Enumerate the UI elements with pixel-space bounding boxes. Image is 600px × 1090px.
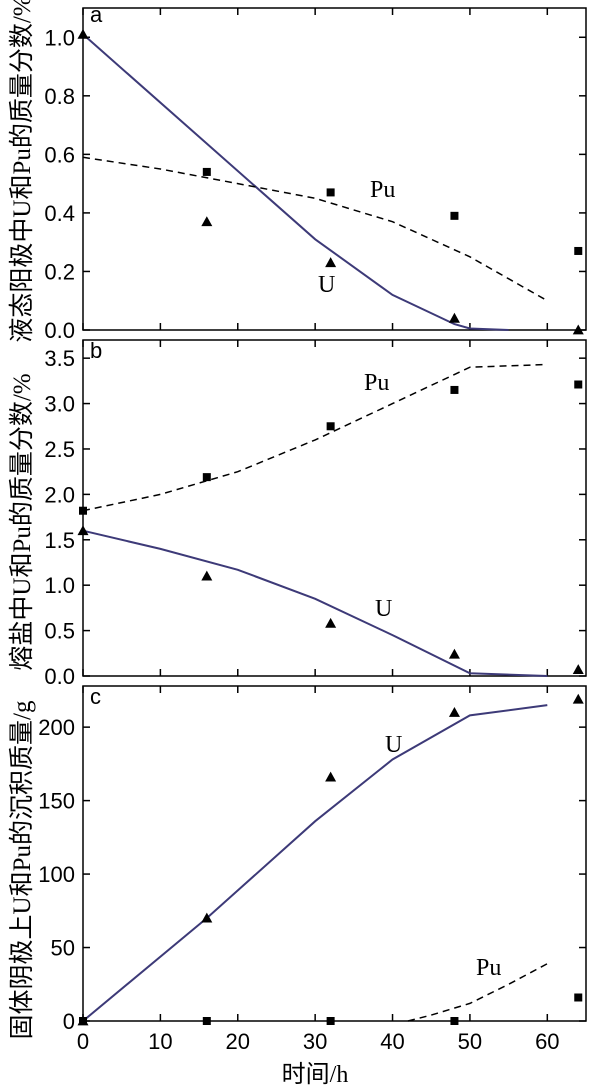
u-triangle-marker	[572, 664, 584, 675]
panel-c-ticks: 0 50 100 150 200 0 10 20 30 40 50 60	[38, 686, 586, 1054]
y-tick-label: 0.8	[44, 84, 75, 109]
u-triangle-marker	[201, 570, 213, 581]
u-triangle-marker	[325, 617, 337, 628]
y-tick-label: 0.6	[44, 142, 75, 167]
u-triangle-marker	[325, 771, 337, 782]
pu-square-marker	[450, 385, 459, 394]
panel-a-frame	[82, 7, 587, 331]
u-triangle-marker	[201, 216, 213, 227]
panel-a-lines	[82, 33, 548, 331]
y-tick-label: 0.0	[44, 664, 75, 689]
u-triangle-marker	[77, 28, 89, 39]
panel-b-pu-label: Pu	[364, 370, 389, 396]
pu-curve	[407, 963, 548, 1022]
u-triangle-marker	[325, 257, 337, 268]
u-triangle-marker	[572, 693, 584, 704]
y-tick-label: 0.4	[44, 201, 75, 226]
u-triangle-marker	[448, 312, 460, 323]
panel-a-ticks: 0.0 0.2 0.4 0.6 0.8 1.0	[44, 8, 586, 343]
panel-b-markers	[77, 380, 584, 675]
x-tick-label: 30	[303, 1029, 327, 1054]
x-tick-label: 50	[458, 1029, 482, 1054]
y-tick-label: 3.5	[44, 346, 75, 371]
x-tick-label: 40	[380, 1029, 404, 1054]
pu-square-marker	[574, 993, 583, 1002]
panel-b-ticks: 0.0 0.5 1.0 1.5 2.0 2.5 3.0 3.5	[44, 340, 586, 689]
panel-c-pu-label: Pu	[476, 955, 501, 981]
panel-b: b 熔盐中U和Pu的质量分数/% 0.0 0.5 1.0 1.5 2.0 2.5 3.0 3.…	[8, 338, 587, 689]
panel-a-ylabel: 液态阳极中U和Pu的质量分数/%	[8, 0, 36, 343]
pu-square-marker	[202, 1017, 211, 1025]
y-tick-label: 150	[38, 789, 75, 814]
panel-a: a 液态阳极中U和Pu的质量分数/% 0.00.20.40.60.81.0 U …	[8, 0, 587, 343]
u-curve	[82, 529, 548, 677]
panel-b-lines	[82, 363, 548, 677]
y-tick-label: 1.0	[44, 25, 75, 50]
y-tick-label: 2.5	[44, 437, 75, 462]
pu-square-marker	[326, 1017, 335, 1025]
panel-b-u-label: U	[375, 596, 392, 622]
y-tick-label: 100	[38, 862, 75, 887]
pu-curve	[82, 363, 548, 512]
y-tick-label: 2.0	[44, 482, 75, 507]
pu-square-marker	[574, 246, 583, 255]
x-tick-label: 60	[535, 1029, 559, 1054]
pu-square-marker	[79, 1017, 87, 1025]
panel-b-ylabel: 熔盐中U和Pu的质量分数/%	[8, 373, 36, 670]
y-tick-label: 50	[51, 936, 75, 961]
u-triangle-marker	[448, 648, 460, 659]
panel-c-frame	[82, 685, 587, 1022]
y-tick-label: 0.2	[44, 259, 75, 284]
pu-square-marker	[202, 167, 211, 176]
panel-c-markers	[77, 693, 584, 1026]
panel-c-letter: c	[90, 684, 101, 709]
panel-a-pu-label: Pu	[370, 177, 395, 203]
y-tick-label: 1.0	[44, 573, 75, 598]
panel-a-letter: a	[90, 2, 103, 27]
x-axis-title: 时间/h	[282, 1061, 349, 1088]
pu-curve	[82, 156, 548, 302]
panel-a-u-label: U	[318, 272, 335, 298]
y-tick-label: 0	[63, 1009, 75, 1034]
y-tick-label: 0.5	[44, 619, 75, 644]
y-tick-label: 200	[38, 715, 75, 740]
pu-square-marker	[450, 1017, 459, 1025]
u-curve	[82, 704, 548, 1022]
panel-c: c 固体阴极上U和Pu的沉积质量/g 0 50 100 150 200 0 10 20 30 40…	[8, 684, 587, 1088]
u-triangle-marker	[448, 706, 460, 717]
panel-b-letter: b	[90, 338, 102, 363]
panel-c-ylabel: 固体阴极上U和Pu的沉积质量/g	[8, 700, 36, 1039]
pu-square-marker	[574, 380, 583, 389]
y-tick-label: 3.0	[44, 392, 75, 417]
y-tick-label: 0.0	[44, 318, 75, 343]
panel-c-u-label: U	[385, 732, 402, 758]
u-triangle-marker	[201, 912, 213, 923]
x-tick-label: 0	[77, 1029, 89, 1054]
pu-square-marker	[202, 473, 211, 482]
x-tick-label: 10	[148, 1029, 172, 1054]
pu-square-marker	[326, 422, 335, 431]
u-triangle-marker	[572, 324, 584, 335]
pu-square-marker	[326, 188, 335, 197]
u-curve	[82, 33, 509, 331]
pu-square-marker	[79, 506, 87, 515]
x-tick-label: 20	[226, 1029, 250, 1054]
panel-a-markers	[77, 28, 584, 335]
y-tick-label: 1.5	[44, 528, 75, 553]
panel-c-lines	[82, 704, 548, 1022]
u-triangle-marker	[77, 525, 89, 536]
pu-square-marker	[450, 211, 459, 220]
